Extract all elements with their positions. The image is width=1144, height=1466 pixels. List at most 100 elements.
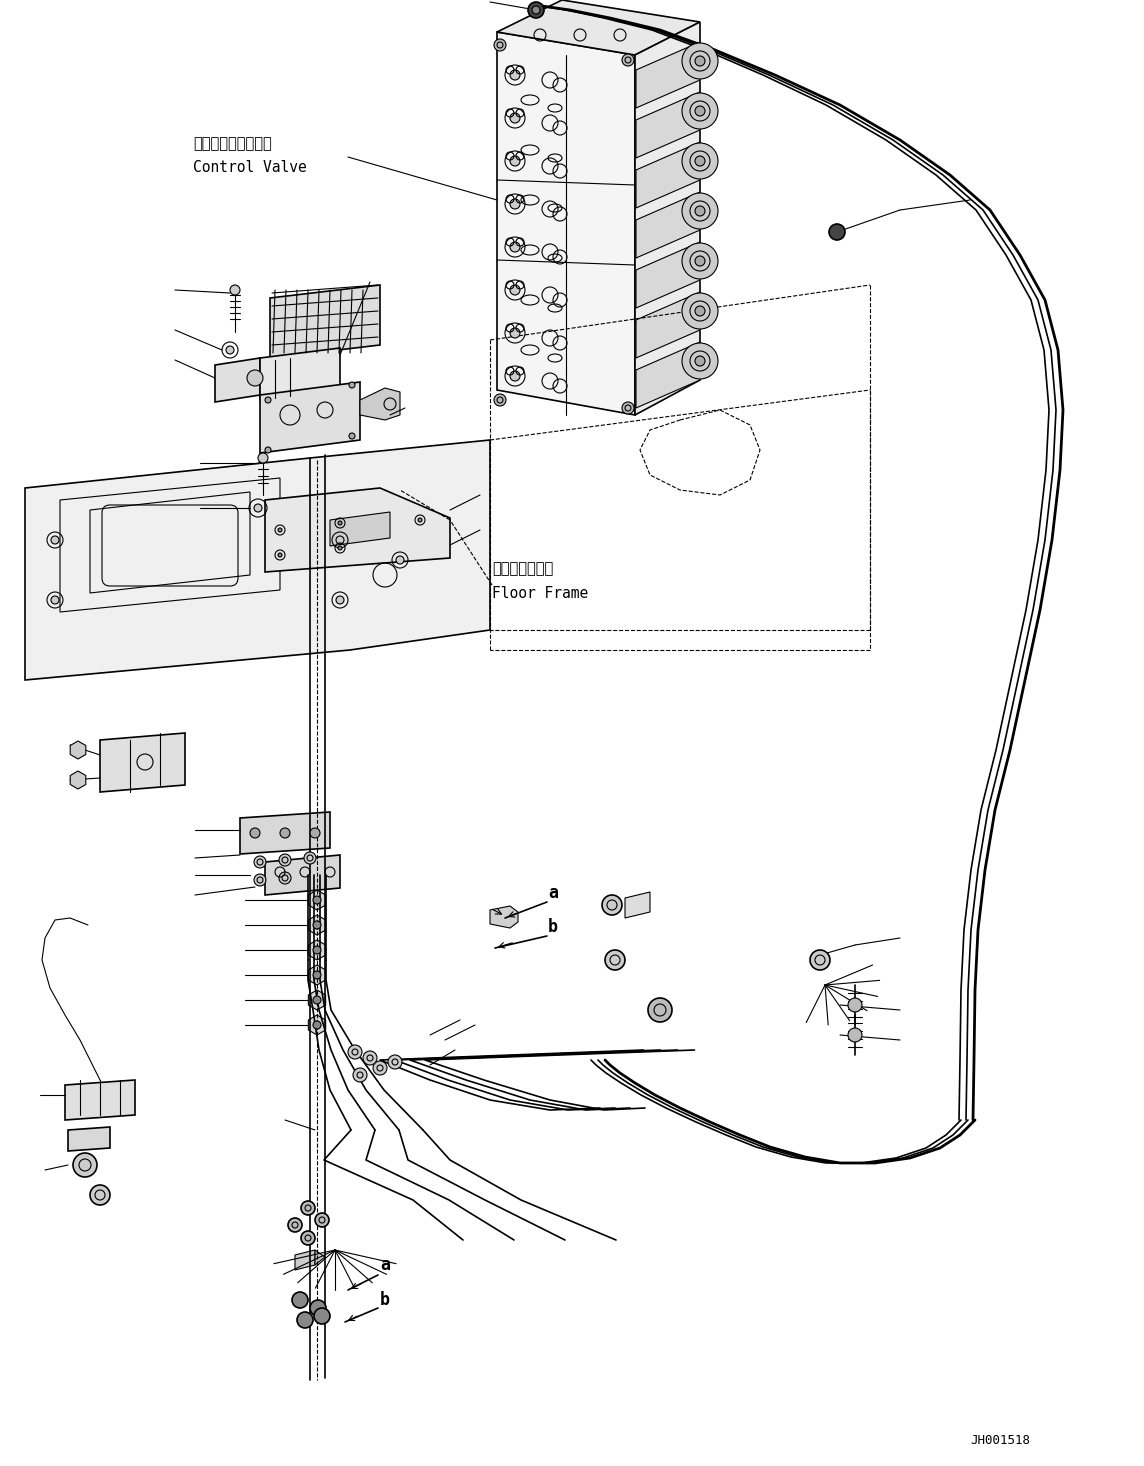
Polygon shape xyxy=(215,358,260,402)
Polygon shape xyxy=(625,891,650,918)
Circle shape xyxy=(265,397,271,403)
Circle shape xyxy=(682,92,718,129)
Polygon shape xyxy=(65,1080,135,1120)
Circle shape xyxy=(337,520,342,525)
Text: b: b xyxy=(548,918,558,935)
Circle shape xyxy=(251,828,260,839)
Circle shape xyxy=(297,1312,313,1328)
Circle shape xyxy=(90,1185,110,1205)
Circle shape xyxy=(648,998,672,1022)
Polygon shape xyxy=(309,940,326,960)
Polygon shape xyxy=(260,383,360,453)
Circle shape xyxy=(682,43,718,79)
Circle shape xyxy=(353,1069,367,1082)
Polygon shape xyxy=(260,347,340,400)
Circle shape xyxy=(254,856,267,868)
Text: Floor Frame: Floor Frame xyxy=(492,586,588,601)
Polygon shape xyxy=(309,990,326,1010)
Polygon shape xyxy=(240,812,329,855)
Circle shape xyxy=(605,950,625,970)
Text: a: a xyxy=(548,884,558,902)
Circle shape xyxy=(279,855,291,866)
Polygon shape xyxy=(636,292,700,358)
Circle shape xyxy=(696,257,705,265)
Circle shape xyxy=(247,369,263,386)
Circle shape xyxy=(510,70,521,81)
Text: JH001518: JH001518 xyxy=(970,1434,1030,1447)
Polygon shape xyxy=(636,342,700,408)
Circle shape xyxy=(682,293,718,328)
Circle shape xyxy=(301,1231,315,1245)
Circle shape xyxy=(532,6,540,15)
Circle shape xyxy=(373,1061,387,1075)
Circle shape xyxy=(682,243,718,279)
Circle shape xyxy=(388,1056,402,1069)
Circle shape xyxy=(696,56,705,66)
Polygon shape xyxy=(265,855,340,896)
Circle shape xyxy=(336,537,344,544)
Circle shape xyxy=(254,874,267,885)
Circle shape xyxy=(313,1020,321,1029)
Circle shape xyxy=(829,224,845,240)
Circle shape xyxy=(304,852,316,863)
Polygon shape xyxy=(309,890,326,910)
Circle shape xyxy=(288,1218,302,1231)
Polygon shape xyxy=(636,242,700,308)
Circle shape xyxy=(301,1201,315,1215)
Polygon shape xyxy=(70,771,86,789)
Circle shape xyxy=(73,1152,97,1177)
Circle shape xyxy=(278,528,283,532)
Polygon shape xyxy=(265,488,450,572)
Circle shape xyxy=(254,504,262,512)
Circle shape xyxy=(336,597,344,604)
Polygon shape xyxy=(25,440,490,680)
Text: a: a xyxy=(380,1256,390,1274)
Circle shape xyxy=(696,356,705,366)
Circle shape xyxy=(348,1045,362,1058)
Polygon shape xyxy=(70,740,86,759)
Polygon shape xyxy=(329,512,390,545)
Circle shape xyxy=(396,556,404,564)
Circle shape xyxy=(313,946,321,954)
Circle shape xyxy=(363,1051,378,1064)
Circle shape xyxy=(510,284,521,295)
Circle shape xyxy=(510,242,521,252)
Circle shape xyxy=(510,155,521,166)
Polygon shape xyxy=(360,388,400,419)
Circle shape xyxy=(313,970,321,979)
Polygon shape xyxy=(636,92,700,158)
Circle shape xyxy=(230,284,240,295)
Polygon shape xyxy=(636,142,700,208)
Polygon shape xyxy=(270,284,380,358)
Circle shape xyxy=(696,207,705,216)
Circle shape xyxy=(622,402,634,413)
Circle shape xyxy=(265,447,271,453)
Circle shape xyxy=(810,950,831,970)
Polygon shape xyxy=(309,965,326,985)
Polygon shape xyxy=(100,733,185,792)
Circle shape xyxy=(337,545,342,550)
Circle shape xyxy=(622,54,634,66)
Polygon shape xyxy=(315,1250,325,1265)
Circle shape xyxy=(313,1308,329,1324)
Circle shape xyxy=(349,432,355,438)
Circle shape xyxy=(279,872,291,884)
Polygon shape xyxy=(636,192,700,258)
Circle shape xyxy=(292,1292,308,1308)
Circle shape xyxy=(510,113,521,123)
Circle shape xyxy=(259,453,268,463)
Circle shape xyxy=(313,921,321,929)
Polygon shape xyxy=(490,906,518,928)
Circle shape xyxy=(227,346,235,353)
Polygon shape xyxy=(635,22,700,415)
Circle shape xyxy=(51,597,59,604)
Circle shape xyxy=(313,995,321,1004)
Polygon shape xyxy=(67,1127,110,1151)
Circle shape xyxy=(848,998,861,1012)
Circle shape xyxy=(529,1,545,18)
Circle shape xyxy=(310,828,320,839)
Circle shape xyxy=(313,896,321,905)
Circle shape xyxy=(349,383,355,388)
Circle shape xyxy=(310,1300,326,1316)
Circle shape xyxy=(510,199,521,210)
